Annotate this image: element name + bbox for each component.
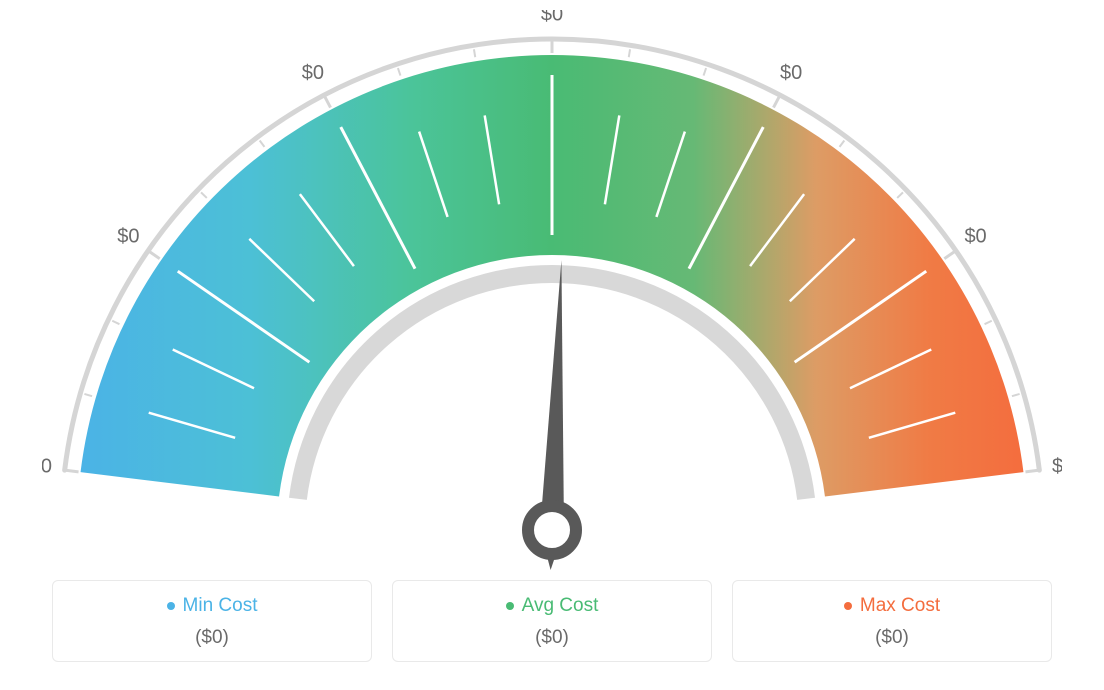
legend-value-avg: ($0) [393,627,711,649]
gauge-svg: $0 $0 $0 $0 $0 $0 $0 [42,10,1062,570]
legend-label-min: Min Cost [183,595,258,617]
svg-text:$0: $0 [117,225,139,247]
legend-title-min: Min Cost [53,595,371,617]
legend-label-max: Max Cost [860,595,940,617]
legend-dot-max [844,602,852,610]
legend-dot-min [167,602,175,610]
svg-text:$0: $0 [541,10,563,25]
legend-value-max: ($0) [733,627,1051,649]
legend-row: Min Cost ($0) Avg Cost ($0) Max Cost ($0… [0,580,1104,662]
legend-label-avg: Avg Cost [522,595,599,617]
legend-title-avg: Avg Cost [393,595,711,617]
svg-text:$0: $0 [780,62,802,84]
legend-card-max: Max Cost ($0) [732,580,1052,662]
svg-text:$0: $0 [42,456,52,478]
svg-text:$0: $0 [964,225,986,247]
svg-text:$0: $0 [1052,456,1062,478]
legend-card-avg: Avg Cost ($0) [392,580,712,662]
legend-dot-avg [506,602,514,610]
legend-title-max: Max Cost [733,595,1051,617]
legend-value-min: ($0) [53,627,371,649]
svg-text:$0: $0 [302,62,324,84]
cost-gauge: $0 $0 $0 $0 $0 $0 $0 [42,10,1062,570]
legend-card-min: Min Cost ($0) [52,580,372,662]
